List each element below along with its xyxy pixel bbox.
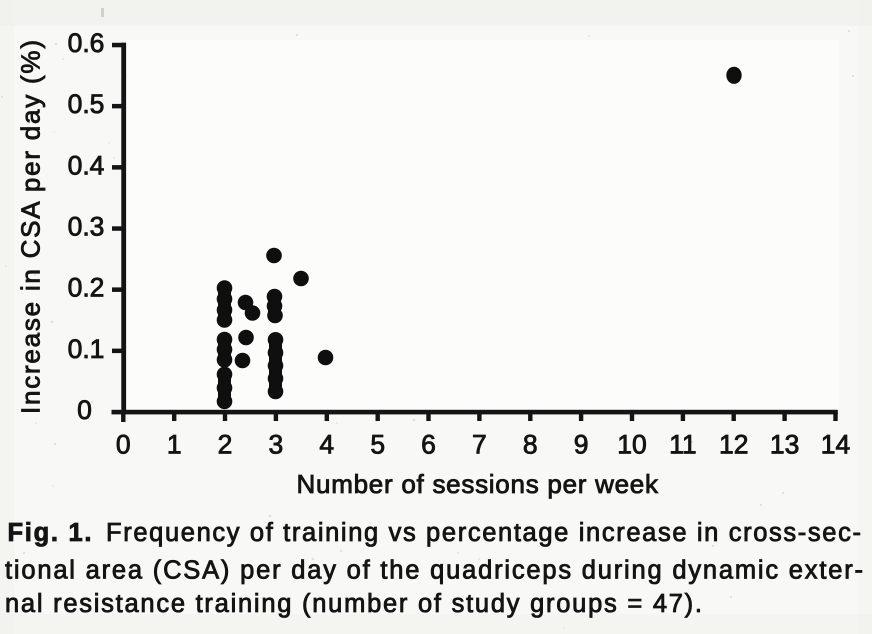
svg-text:0: 0 [116,430,131,460]
svg-text:0.6: 0.6 [68,28,105,58]
svg-text:7: 7 [472,430,487,460]
svg-text:0.2: 0.2 [68,273,105,303]
svg-text:2: 2 [218,430,233,460]
svg-text:0.1: 0.1 [68,334,105,364]
svg-text:13: 13 [770,430,799,460]
svg-text:14: 14 [821,430,850,460]
svg-text:5: 5 [370,430,385,460]
svg-text:Increase in CSA per day (%): Increase in CSA per day (%) [16,40,46,414]
svg-text:9: 9 [574,430,589,460]
svg-text:Number of sessions per week: Number of sessions per week [297,469,660,499]
svg-text:0.5: 0.5 [68,89,105,119]
svg-text:0.4: 0.4 [68,150,105,180]
svg-text:1: 1 [167,430,182,460]
svg-text:4: 4 [319,430,334,460]
svg-text:Frequency of training vs perce: Frequency of training vs percentage incr… [106,519,861,547]
svg-text:10: 10 [617,430,646,460]
svg-text:6: 6 [421,430,436,460]
svg-text:3: 3 [269,430,284,460]
svg-text:11: 11 [669,430,697,460]
svg-text:tional area (CSA) per day of t: tional area (CSA) per day of the quadric… [5,557,863,585]
svg-text:0.3: 0.3 [68,212,105,242]
svg-text:8: 8 [523,430,538,460]
svg-text:0: 0 [77,395,92,425]
svg-text:12: 12 [719,430,748,460]
svg-text:nal resistance training (numbe: nal resistance training (number of study… [5,590,702,618]
